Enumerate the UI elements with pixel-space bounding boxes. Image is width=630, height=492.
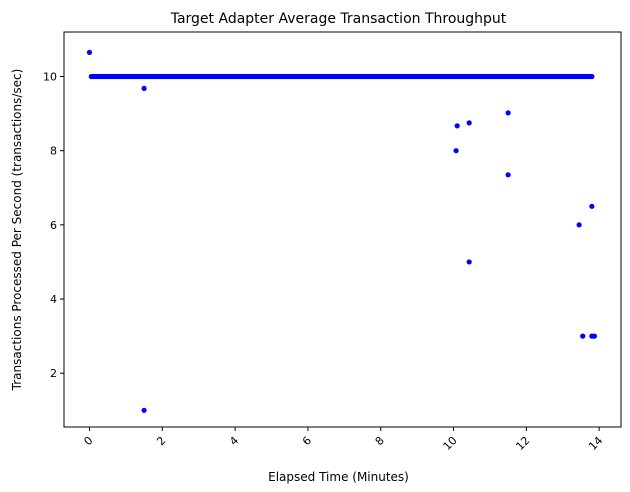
y-tick-label: 6 [50,219,57,232]
data-point [141,407,147,413]
x-axis: 0 2 4 6 8 10 12 14 [81,427,605,453]
x-tick-label: 0 [81,434,95,448]
data-point [589,203,595,209]
data-point [505,110,511,116]
data-point [589,73,595,80]
data-point [466,259,472,265]
chart-title: Target Adapter Average Transaction Throu… [170,11,507,27]
x-tick-label: 12 [513,434,532,453]
y-tick-label: 8 [50,145,57,158]
y-axis-title: Transactions Processed Per Second (trans… [10,69,24,392]
data-point [454,123,460,129]
data-point [141,85,147,91]
y-axis: 2 4 6 8 10 [43,71,64,380]
data-point [466,120,472,126]
y-tick-label: 2 [50,367,57,380]
y-tick-label: 10 [43,71,57,84]
data-points [86,49,598,413]
data-point [580,333,586,339]
data-point [453,148,459,154]
plot-area-frame [63,31,622,428]
data-point [505,172,511,178]
x-tick-label: 10 [441,434,460,453]
x-tick-label: 14 [586,434,605,453]
x-tick-label: 2 [154,434,168,448]
data-point [576,222,582,228]
x-tick-label: 8 [373,434,387,448]
x-axis-title: Elapsed Time (Minutes) [268,470,409,484]
data-point [591,333,598,339]
x-tick-label: 6 [300,434,314,448]
data-point [86,49,93,56]
x-tick-label: 4 [227,434,241,448]
y-tick-label: 4 [50,293,57,306]
